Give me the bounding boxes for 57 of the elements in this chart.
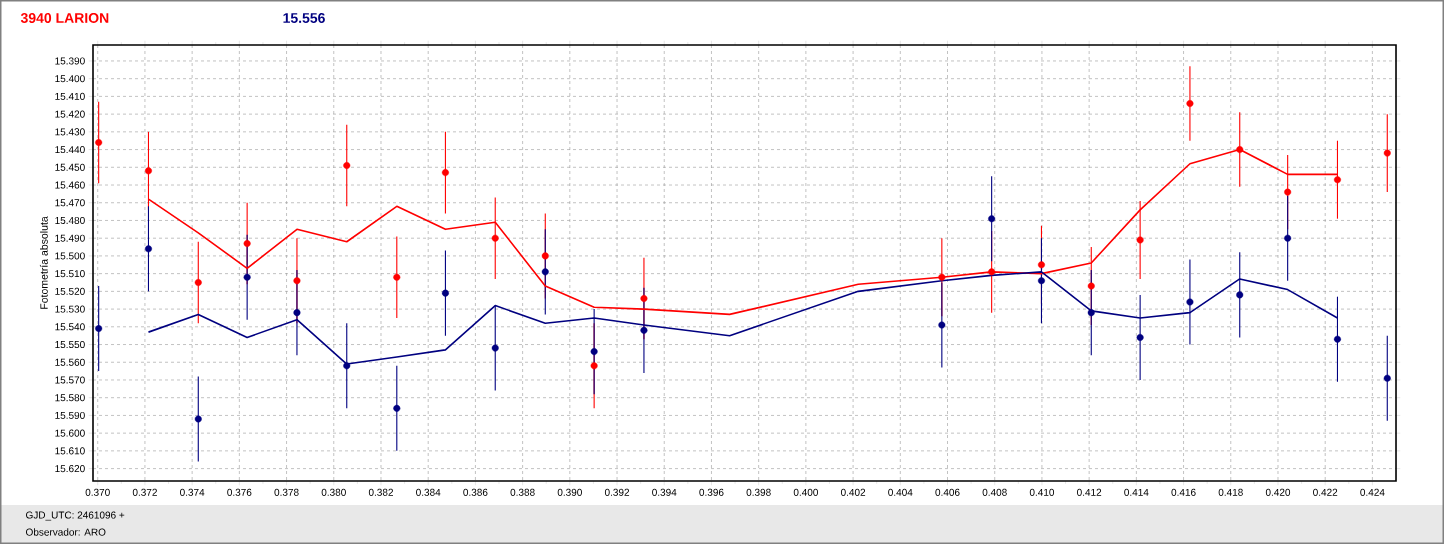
y-tick-label: 15.590 <box>55 411 85 419</box>
x-tick-label: 0.424 <box>1360 488 1385 496</box>
y-tick-label: 15.480 <box>55 216 85 224</box>
x-tick-label: 0.392 <box>604 488 630 496</box>
x-tick-label: 0.384 <box>416 488 441 496</box>
x-tick-label: 0.406 <box>935 488 960 496</box>
x-tick-label: 0.378 <box>274 488 299 496</box>
x-tick-label: 0.412 <box>1077 488 1102 496</box>
y-tick-label: 15.610 <box>55 447 85 455</box>
chart-title: 3940 LARION <box>20 13 109 23</box>
y-tick-label: 15.500 <box>55 252 85 260</box>
y-tick-label: 15.580 <box>55 394 85 402</box>
x-tick-label: 0.376 <box>227 488 252 496</box>
x-tick-label: 0.398 <box>746 488 771 496</box>
y-tick-label: 15.550 <box>55 341 85 349</box>
x-tick-label: 0.402 <box>840 488 866 496</box>
y-tick-label: 15.390 <box>55 57 85 65</box>
y-tick-label: 15.620 <box>55 465 85 473</box>
y-tick-label: 15.440 <box>55 146 85 154</box>
y-tick-label: 15.520 <box>55 287 85 295</box>
x-tick-label: 0.370 <box>85 488 110 496</box>
y-tick-label: 15.450 <box>55 163 85 171</box>
y-tick-label: 15.570 <box>55 376 85 384</box>
x-tick-label: 0.374 <box>180 488 205 496</box>
x-tick-label: 0.408 <box>982 488 1007 496</box>
x-tick-label: 0.394 <box>652 488 677 496</box>
x-tick-label: 0.382 <box>368 488 393 496</box>
y-tick-label: 15.600 <box>55 429 85 437</box>
y-tick-label: 15.410 <box>55 92 85 100</box>
y-axis-title: Fotometría absoluta <box>39 216 48 309</box>
x-tick-label: 0.410 <box>1029 488 1055 496</box>
x-tick-label: 0.372 <box>132 488 157 496</box>
y-tick-label: 15.490 <box>55 234 85 242</box>
y-tick-label: 15.560 <box>55 358 85 366</box>
text: GJD_UTC: 2461096 + <box>26 511 125 521</box>
x-tick-label: 0.414 <box>1124 488 1149 496</box>
y-tick-label: 15.420 <box>55 110 85 118</box>
x-tick-label: 0.400 <box>793 488 818 496</box>
x-tick-label: 0.422 <box>1313 488 1338 496</box>
chart-subtitle: 15.556 <box>283 13 325 23</box>
x-tick-label: 0.388 <box>510 488 535 496</box>
x-tick-label: 0.390 <box>557 488 582 496</box>
x-tick-label: 0.404 <box>888 488 913 496</box>
x-tick-label: 0.418 <box>1218 488 1243 496</box>
y-tick-label: 15.470 <box>55 199 85 207</box>
x-tick-label: 0.386 <box>463 488 488 496</box>
x-tick-label: 0.380 <box>321 488 346 496</box>
x-tick-label: 0.420 <box>1265 488 1291 496</box>
y-tick-label: 15.430 <box>55 128 85 136</box>
text: Observador: ARO <box>26 528 106 536</box>
x-tick-label: 0.396 <box>699 488 724 496</box>
y-tick-label: 15.460 <box>55 181 85 189</box>
x-tick-label: 0.416 <box>1171 488 1196 496</box>
y-tick-label: 15.510 <box>55 270 85 278</box>
y-tick-label: 15.540 <box>55 323 85 331</box>
y-tick-label: 15.530 <box>55 305 85 313</box>
y-tick-label: 15.400 <box>55 75 85 83</box>
